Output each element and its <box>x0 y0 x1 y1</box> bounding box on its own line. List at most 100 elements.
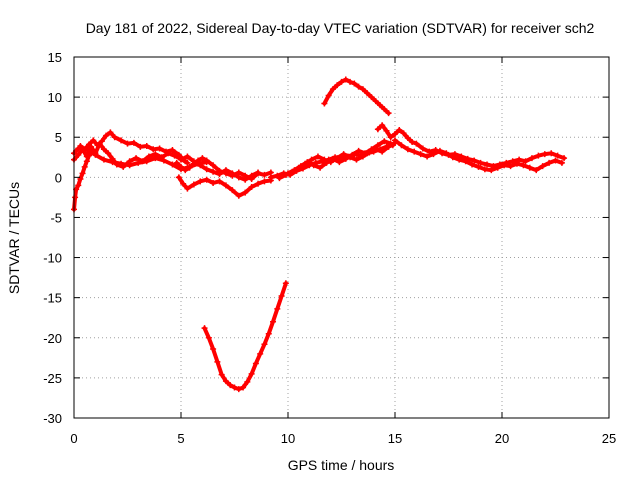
data-point <box>257 350 264 357</box>
data-point <box>248 183 255 190</box>
data-point <box>374 142 381 149</box>
data-point <box>186 164 193 171</box>
data-point <box>381 138 388 145</box>
data-point <box>364 90 371 97</box>
data-point <box>424 153 431 160</box>
data-point <box>488 167 495 174</box>
data-point <box>261 171 268 178</box>
data-point <box>475 163 482 170</box>
data-point <box>381 106 388 113</box>
series-arc-14 <box>201 280 289 393</box>
x-tick-label: 20 <box>495 431 509 446</box>
data-point <box>409 139 416 146</box>
data-point <box>342 76 349 83</box>
x-tick-label: 0 <box>70 431 77 446</box>
data-point <box>118 137 125 144</box>
series-trace <box>375 123 567 169</box>
data-point <box>291 167 298 174</box>
data-point <box>276 175 283 182</box>
data-point <box>285 170 291 177</box>
data-point <box>400 130 407 137</box>
data-point <box>109 159 116 166</box>
data-point <box>513 160 520 167</box>
data-point <box>75 151 82 158</box>
data-point <box>210 168 217 175</box>
data-point <box>201 325 208 332</box>
data-point <box>362 150 369 157</box>
data-point <box>126 162 133 169</box>
data-point <box>494 164 501 171</box>
data-point <box>392 137 398 144</box>
data-point <box>77 143 84 150</box>
data-point <box>135 159 142 166</box>
data-point <box>404 135 411 142</box>
data-point <box>349 151 356 158</box>
data-point <box>130 139 137 146</box>
data-point <box>274 305 281 312</box>
data-point <box>180 180 187 187</box>
data-point <box>449 154 456 161</box>
y-tick-label: 10 <box>48 90 62 105</box>
data-point <box>321 100 328 107</box>
data-point <box>242 189 249 196</box>
data-point <box>203 157 210 164</box>
series-arc-5 <box>175 174 274 199</box>
data-point <box>396 127 403 134</box>
data-point <box>539 163 546 170</box>
data-point <box>255 180 262 187</box>
data-point <box>103 132 110 139</box>
data-point <box>184 153 191 160</box>
data-point <box>353 156 360 163</box>
data-point <box>184 185 191 192</box>
data-point <box>404 146 411 153</box>
data-point <box>216 171 223 178</box>
plot-frame <box>73 56 610 419</box>
data-point <box>107 129 114 136</box>
data-point <box>81 163 88 170</box>
data-point <box>169 161 176 168</box>
data-point <box>522 158 529 165</box>
data-point <box>178 163 184 170</box>
data-point <box>351 80 358 87</box>
data-point <box>417 151 424 158</box>
y-tick-labels: 15 10 5 0 -5 -10 -15 -20 -25 -30 <box>43 50 62 426</box>
y-tick-label: -25 <box>43 371 62 386</box>
data-point <box>368 146 375 153</box>
data-point <box>321 156 328 163</box>
data-point <box>387 134 394 141</box>
data-point <box>210 346 217 353</box>
data-point <box>229 187 236 194</box>
data-point <box>175 174 182 181</box>
data-point <box>235 386 242 393</box>
data-point <box>190 181 197 188</box>
data-point <box>171 152 178 159</box>
data-point <box>137 143 144 150</box>
data-point <box>178 156 184 163</box>
data-point <box>205 334 212 341</box>
data-point <box>235 192 242 199</box>
data-point <box>267 174 274 181</box>
data-point <box>338 78 345 85</box>
data-point <box>182 167 189 174</box>
data-point <box>561 155 568 162</box>
data-point <box>329 86 336 93</box>
data-point <box>252 360 259 367</box>
data-point <box>359 86 366 93</box>
data-point <box>528 155 535 162</box>
data-point <box>248 370 255 377</box>
x-tick-label: 15 <box>388 431 402 446</box>
data-point <box>248 172 255 179</box>
data-point <box>231 384 238 391</box>
y-tick-label: 5 <box>55 130 62 145</box>
data-point <box>484 161 491 168</box>
data-point <box>169 147 176 154</box>
data-point <box>222 378 229 385</box>
data-point <box>308 156 315 163</box>
data-point <box>507 163 514 170</box>
data-point <box>282 280 289 287</box>
data-point <box>124 140 131 147</box>
data-point <box>143 158 150 165</box>
series-trace <box>202 281 288 392</box>
data-point <box>336 159 343 166</box>
